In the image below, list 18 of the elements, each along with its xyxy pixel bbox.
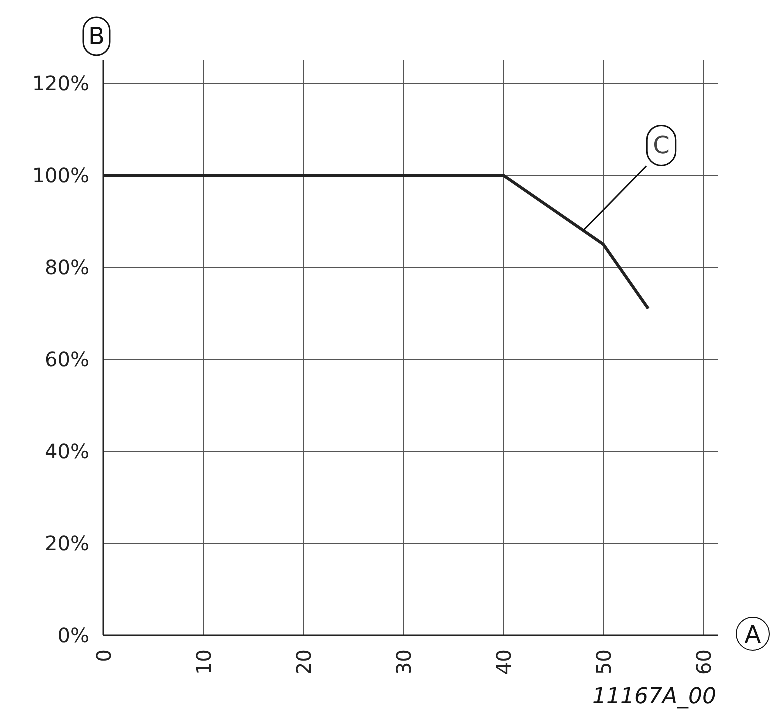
annotation: C [653,132,670,160]
y-tick-label: 80% [45,256,90,280]
x-tick-label: 60 [692,649,716,675]
x-tick-label: 0 [92,649,116,662]
y-tick-label: 100% [32,164,90,188]
y-tick-label: 120% [32,72,90,96]
y-tick-label: 0% [58,624,90,648]
x-tick-label: 10 [192,649,216,675]
x-tick-label: 40 [492,649,516,675]
y-tick-label: 20% [45,532,90,556]
text: 11167A_00 [592,684,716,710]
y-axis-title: B [88,22,105,50]
x-tick-label: 20 [292,649,316,675]
y-tick-label: 40% [45,440,90,464]
y-tick-label: 60% [45,348,90,372]
x-axis-title: A [744,620,762,651]
x-tick-label: 30 [392,649,416,675]
x-tick-label: 50 [592,649,616,675]
